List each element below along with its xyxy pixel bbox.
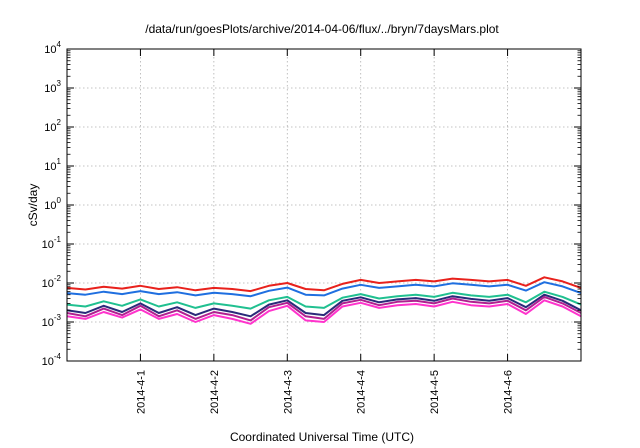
x-tick-label: 2014-4-2 [209,370,221,414]
x-tick-labels: 2014-4-1 2014-4-2 2014-4-3 2014-4-4 2014-4-5… [135,370,514,414]
y-tick-label: 102 [44,118,61,134]
y-tick-labels: 10-4 10-3 10-2 10-1 100 101 102 103 104 [42,40,62,368]
y-tick-label: 10-3 [42,313,62,329]
series-lines [66,276,582,325]
axis-ticks [67,48,581,362]
series-line-3 [66,290,582,310]
x-axis-label: Coordinated Universal Time (UTC) [230,430,414,444]
series-line-2 [66,281,582,298]
x-tick-label: 2014-4-3 [282,370,294,414]
series-line-4 [66,293,582,318]
chart-title: /data/run/goesPlots/archive/2014-04-06/f… [145,22,499,36]
series-line-6 [66,299,582,325]
series-line-5 [66,295,582,322]
y-tick-label: 10-4 [42,352,62,368]
x-tick-label: 2014-4-6 [503,370,515,414]
series-line-1 [66,276,582,293]
y-tick-label: 104 [44,40,61,56]
x-tick-label: 2014-4-1 [135,370,147,414]
y-axis-label: cSv/day [26,184,40,227]
y-tick-label: 10-1 [42,235,62,251]
x-tick-label: 2014-4-4 [356,370,368,414]
y-tick-label: 103 [44,79,61,95]
y-tick-label: 101 [44,157,61,173]
x-tick-label: 2014-4-5 [429,370,441,414]
y-tick-label: 100 [44,196,61,212]
y-tick-label: 10-2 [42,274,62,290]
